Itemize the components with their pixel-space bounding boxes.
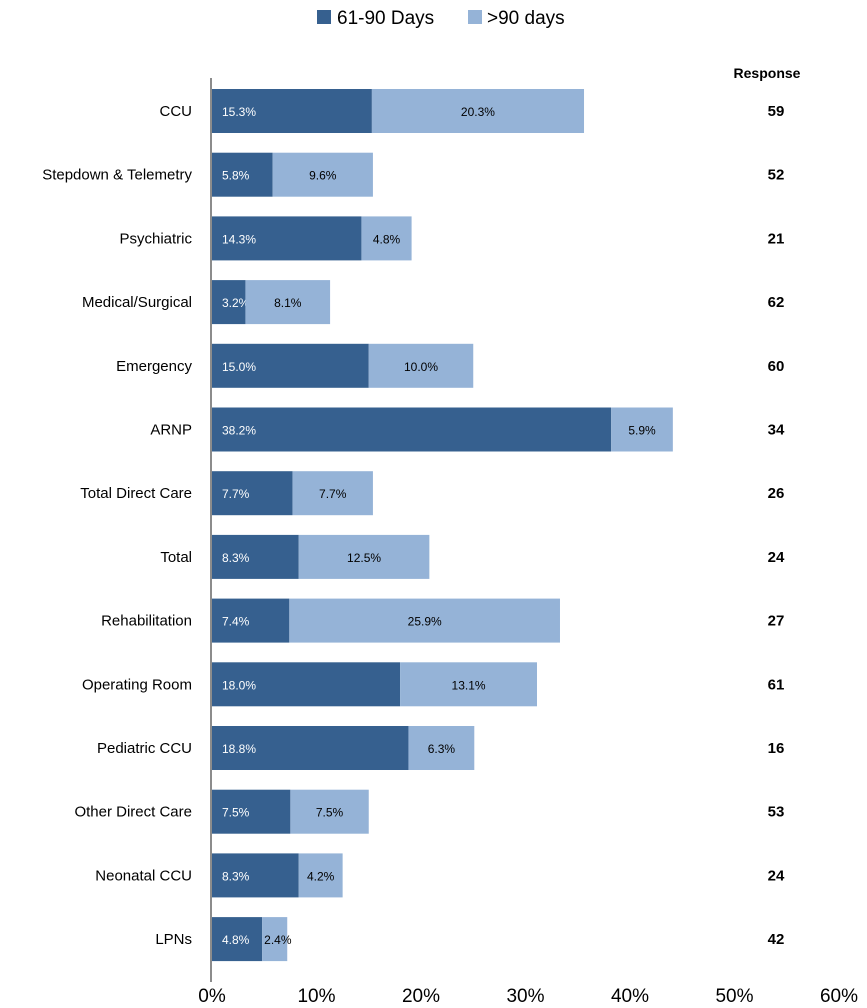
category-label-total-direct-care: Total Direct Care xyxy=(80,485,192,502)
response-value-lpns: 42 xyxy=(768,931,785,948)
x-axis-ticks: 0% 10% 20% 30% 40% 50% 60% xyxy=(198,986,858,1007)
category-label-medical-surgical: Medical/Surgical xyxy=(82,294,192,311)
category-label-total: Total xyxy=(160,549,192,566)
category-label-pediatric-ccu: Pediatric CCU xyxy=(97,740,192,757)
data-label-61-90-days-total-direct-care: 7.7% xyxy=(222,487,250,501)
response-value-rehabilitation: 27 xyxy=(768,613,785,630)
category-label-emergency: Emergency xyxy=(116,358,192,375)
data-label-90-days-stepdown-telemetry: 9.6% xyxy=(309,169,337,183)
data-label-90-days-rehabilitation: 25.9% xyxy=(408,615,442,629)
data-label-61-90-days-arnp: 38.2% xyxy=(222,424,256,438)
data-label-90-days-lpns: 2.4% xyxy=(264,933,292,947)
legend-label-over-90-days: >90 days xyxy=(487,8,565,29)
response-values: 59 52 21 62 60 34 26 24 27 61 16 53 24 42 xyxy=(768,103,785,948)
data-label-61-90-days-ccu: 15.3% xyxy=(222,105,256,119)
x-tick-label-5: 50% xyxy=(715,986,753,1007)
data-label-90-days-pediatric-ccu: 6.3% xyxy=(428,742,456,756)
x-tick-label-1: 10% xyxy=(297,986,335,1007)
data-label-90-days-ccu: 20.3% xyxy=(461,105,495,119)
data-label-90-days-emergency: 10.0% xyxy=(404,360,438,374)
response-value-total: 24 xyxy=(768,549,785,566)
category-label-rehabilitation: Rehabilitation xyxy=(101,613,192,630)
category-label-neonatal-ccu: Neonatal CCU xyxy=(95,867,192,884)
response-value-medical-surgical: 62 xyxy=(768,294,785,311)
data-label-61-90-days-lpns: 4.8% xyxy=(222,933,250,947)
data-label-61-90-days-total: 8.3% xyxy=(222,551,250,565)
legend-swatch-61-90-days xyxy=(317,10,331,24)
data-label-61-90-days-rehabilitation: 7.4% xyxy=(222,615,250,629)
category-label-arnp: ARNP xyxy=(150,422,192,439)
response-value-other-direct-care: 53 xyxy=(768,804,785,821)
response-value-stepdown-telemetry: 52 xyxy=(768,167,785,184)
category-label-lpns: LPNs xyxy=(155,931,192,948)
category-labels: CCU Stepdown & Telemetry Psychiatric Medica… xyxy=(42,103,192,948)
x-tick-label-6: 60% xyxy=(820,986,858,1007)
data-label-61-90-days-stepdown-telemetry: 5.8% xyxy=(222,169,250,183)
response-value-operating-room: 61 xyxy=(768,676,785,693)
bars: 15.3% 20.3% 5.8% 9.6% 14.3% 4.8% 3.2% 8.1% 15.0%… xyxy=(212,89,673,961)
data-label-90-days-operating-room: 13.1% xyxy=(452,678,486,692)
data-label-90-days-other-direct-care: 7.5% xyxy=(316,806,344,820)
legend-label-61-90-days: 61-90 Days xyxy=(337,8,434,29)
data-label-90-days-arnp: 5.9% xyxy=(628,424,656,438)
data-label-90-days-neonatal-ccu: 4.2% xyxy=(307,869,335,883)
category-label-psychiatric: Psychiatric xyxy=(119,230,192,247)
bar-61-90-days-arnp xyxy=(212,408,611,452)
response-header: Response xyxy=(734,65,801,81)
category-label-other-direct-care: Other Direct Care xyxy=(74,804,192,821)
data-label-90-days-total-direct-care: 7.7% xyxy=(319,487,347,501)
category-label-stepdown-telemetry: Stepdown & Telemetry xyxy=(42,167,192,184)
x-tick-label-2: 20% xyxy=(402,986,440,1007)
category-label-operating-room: Operating Room xyxy=(82,676,192,693)
legend: 61-90 Days >90 days xyxy=(317,8,565,29)
data-label-90-days-medical-surgical: 8.1% xyxy=(274,296,302,310)
response-value-psychiatric: 21 xyxy=(768,230,785,247)
data-label-90-days-total: 12.5% xyxy=(347,551,381,565)
data-label-61-90-days-neonatal-ccu: 8.3% xyxy=(222,869,250,883)
x-tick-label-0: 0% xyxy=(198,986,226,1007)
response-value-ccu: 59 xyxy=(768,103,785,120)
data-label-90-days-psychiatric: 4.8% xyxy=(373,232,401,246)
category-label-ccu: CCU xyxy=(160,103,193,120)
data-label-61-90-days-other-direct-care: 7.5% xyxy=(222,806,250,820)
data-label-61-90-days-emergency: 15.0% xyxy=(222,360,256,374)
data-label-61-90-days-pediatric-ccu: 18.8% xyxy=(222,742,256,756)
data-label-61-90-days-psychiatric: 14.3% xyxy=(222,232,256,246)
data-label-61-90-days-operating-room: 18.0% xyxy=(222,678,256,692)
response-value-arnp: 34 xyxy=(768,422,785,439)
legend-swatch-over-90-days xyxy=(468,10,482,24)
response-value-total-direct-care: 26 xyxy=(768,485,785,502)
x-tick-label-4: 40% xyxy=(611,986,649,1007)
response-value-neonatal-ccu: 24 xyxy=(768,867,785,884)
response-value-emergency: 60 xyxy=(768,358,785,375)
response-value-pediatric-ccu: 16 xyxy=(768,740,785,757)
x-tick-label-3: 30% xyxy=(506,986,544,1007)
